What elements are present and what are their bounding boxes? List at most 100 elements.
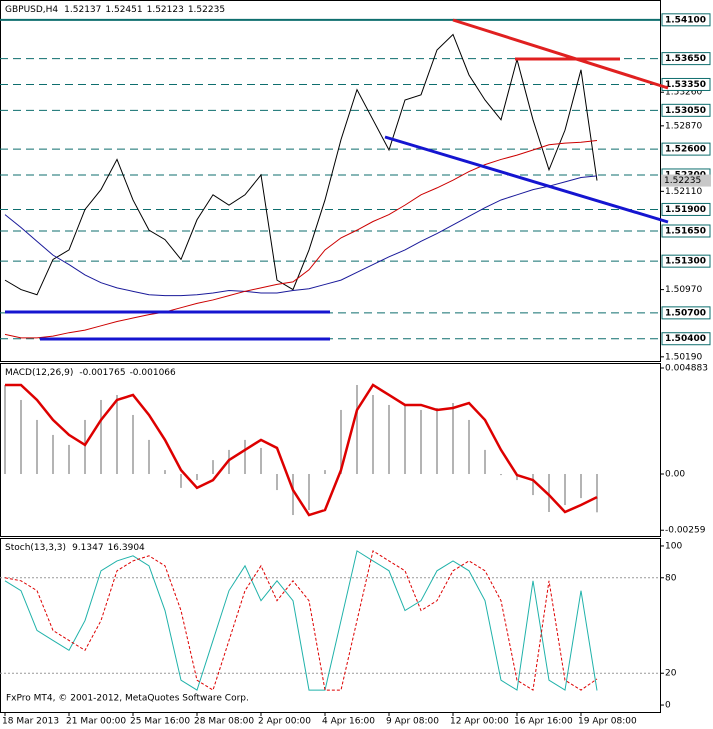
- level-label: 1.53650: [665, 54, 706, 64]
- panel-header: GBPUSD,H4 1.52137 1.52451 1.52123 1.52235: [5, 5, 225, 15]
- y-tick-label: 1.52110: [665, 187, 702, 197]
- level-label-box: [661, 254, 711, 268]
- signal-line: [4, 550, 598, 691]
- histogram-bar: [324, 470, 326, 474]
- histogram-bar: [564, 473, 566, 506]
- panel-header: Stoch(13,3,3) 9.1347 16.3904: [5, 543, 145, 553]
- y-tick-label: 100: [665, 541, 682, 551]
- level-label: 1.54100: [665, 15, 706, 25]
- level-label: 1.50400: [665, 334, 706, 344]
- histogram-bar: [180, 473, 182, 488]
- level-label-box: [661, 332, 711, 346]
- x-tick-label: 25 Mar 16:00: [130, 717, 190, 727]
- histogram-bar: [68, 444, 70, 474]
- histogram-bar: [388, 404, 390, 474]
- panel-title: MACD(12,26,9): [5, 368, 73, 378]
- x-tick-label: 4 Apr 16:00: [322, 717, 375, 727]
- x-tick-label: 9 Apr 08:00: [386, 717, 439, 727]
- histogram-bar: [436, 408, 438, 474]
- trend-line: [452, 18, 669, 90]
- histogram-bar: [196, 473, 198, 481]
- histogram-bar: [532, 473, 534, 496]
- histogram-bar: [372, 394, 374, 474]
- histogram-bar: [420, 409, 422, 474]
- histogram-bar: [340, 409, 342, 474]
- x-tick-label: 18 Mar 2013: [2, 717, 59, 727]
- histogram-bar: [356, 384, 358, 474]
- histogram-bar: [212, 460, 214, 474]
- level-label-box: [661, 52, 711, 66]
- trend-line: [384, 135, 669, 224]
- header-value: 1.52451: [105, 5, 142, 15]
- histogram-bar: [292, 473, 294, 516]
- x-tick-label: 16 Apr 16:00: [514, 717, 573, 727]
- y-tick-label: 1.53260: [665, 88, 702, 98]
- level-label-box: [661, 77, 711, 91]
- level-label-box: [661, 103, 711, 117]
- y-tick-label: 0.004883: [665, 363, 708, 373]
- histogram-bar: [100, 399, 102, 474]
- level-label: 1.51650: [665, 226, 706, 236]
- level-label: 1.51300: [665, 257, 706, 267]
- histogram-bar: [484, 449, 486, 474]
- x-tick-label: 21 Mar 00:00: [66, 717, 126, 727]
- panel-title: Stoch(13,3,3): [5, 543, 66, 553]
- header-value: 16.3904: [108, 543, 145, 553]
- x-tick-label: 19 Apr 08:00: [578, 717, 637, 727]
- histogram-bar: [308, 473, 310, 511]
- header-value: -0.001066: [130, 368, 176, 378]
- header-value: 1.52137: [64, 5, 101, 15]
- current-price-box: [661, 174, 711, 187]
- x-tick-label: 2 Apr 00:00: [258, 717, 311, 727]
- panel-border: [0, 363, 661, 537]
- level-label-box: [661, 202, 711, 216]
- y-tick-label: 1.52870: [665, 121, 702, 131]
- panel-border: [0, 0, 661, 362]
- watermark: FxPro MT4, © 2001-2012, MetaQuotes Softw…: [6, 694, 249, 704]
- y-tick-label: 80: [665, 573, 677, 583]
- panel-title: GBPUSD,H4: [5, 5, 58, 15]
- histogram-bar: [452, 403, 454, 474]
- histogram-bar: [116, 394, 118, 474]
- histogram-bar: [84, 419, 86, 474]
- histogram-bar: [516, 473, 518, 481]
- main-line: [4, 550, 598, 691]
- level-label-box: [661, 224, 711, 238]
- y-tick-label: 20: [665, 669, 677, 679]
- level-label: 1.53050: [665, 106, 706, 116]
- panel-border: [0, 538, 661, 713]
- panel-header: MACD(12,26,9) -0.001765 -0.001066: [5, 368, 176, 378]
- price-line: [4, 175, 598, 297]
- histogram-bar: [260, 447, 262, 474]
- histogram-bar: [468, 419, 470, 474]
- level-label-box: [661, 306, 711, 320]
- header-value: 1.52123: [147, 5, 184, 15]
- y-tick-label: 0: [665, 701, 671, 711]
- histogram-bar: [20, 399, 22, 474]
- histogram-bar: [596, 473, 598, 513]
- histogram-bar: [52, 434, 54, 474]
- histogram-bar: [164, 470, 166, 474]
- histogram-bar: [36, 419, 38, 474]
- level-label: 1.51900: [665, 205, 706, 215]
- price-line: [4, 33, 598, 296]
- header-value: 9.1347: [72, 543, 104, 553]
- trend-lines: [5, 18, 669, 341]
- x-tick-label: 28 Mar 08:00: [194, 717, 254, 727]
- y-tick-label: 1.50190: [665, 352, 702, 362]
- histogram-bar: [132, 414, 134, 474]
- x-tick-label: 12 Apr 00:00: [450, 717, 509, 727]
- histogram-bar: [244, 439, 246, 474]
- header-value: 1.52235: [188, 5, 225, 15]
- histogram-bar: [148, 439, 150, 474]
- histogram-bar: [548, 473, 550, 512]
- level-label: 1.50700: [665, 308, 706, 318]
- level-label: 1.52600: [665, 145, 706, 155]
- level-label-box: [661, 13, 711, 27]
- price-line: [4, 139, 598, 339]
- signal-line: [5, 383, 598, 517]
- histogram-bar: [404, 404, 406, 474]
